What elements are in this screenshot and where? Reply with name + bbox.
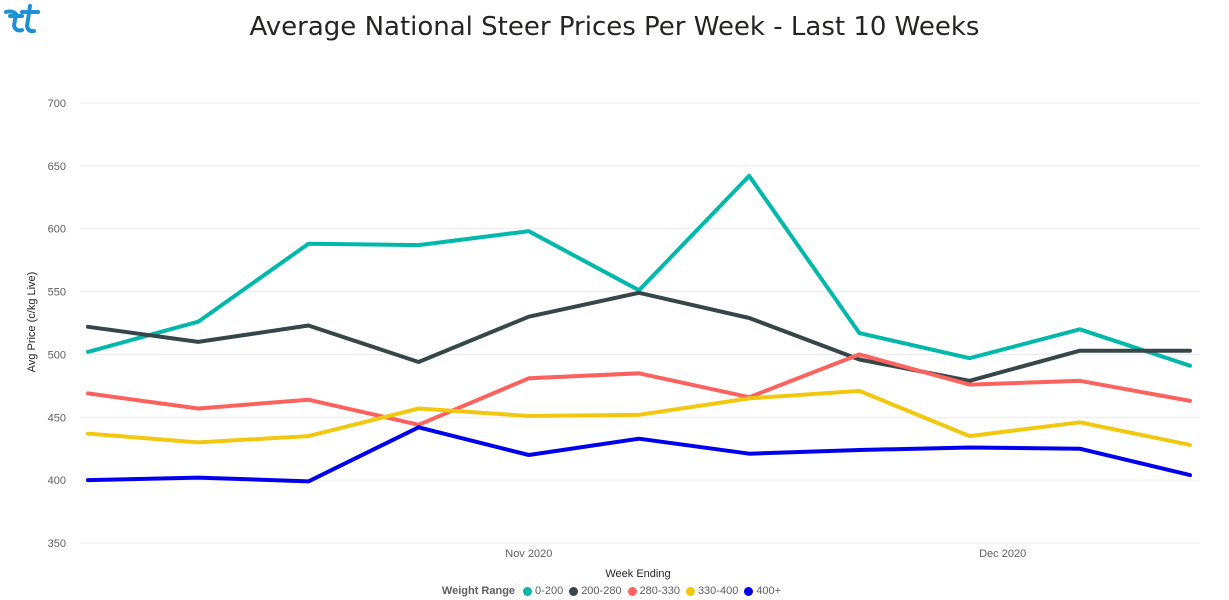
y-tick-label: 600 <box>48 224 66 236</box>
legend-title: Weight Range <box>441 585 516 597</box>
legend-item[interactable]: 0-200 <box>523 585 563 597</box>
y-tick-label: 650 <box>48 161 66 173</box>
series-lines <box>86 173 1192 484</box>
x-axis-ticks: Nov 2020 Dec 2020 <box>505 548 1026 560</box>
x-tick-label: Dec 2020 <box>979 548 1026 560</box>
legend-marker-icon <box>627 586 637 596</box>
legend-items: 0-200 200-280 280-330 330-400 400+ <box>523 585 787 597</box>
y-tick-label: 400 <box>48 475 66 487</box>
y-axis-ticks: 350 400 450 500 550 600 650 700 <box>48 98 66 550</box>
chart-title: Average National Steer Prices Per Week -… <box>249 12 980 42</box>
y-tick-label: 550 <box>48 287 66 299</box>
gridlines <box>80 102 1200 544</box>
legend-label: 330-400 <box>697 585 739 597</box>
series-line-400+ <box>86 425 1192 484</box>
legend-item[interactable]: 280-330 <box>627 585 680 597</box>
legend: Weight Range 0-200 200-280 280-330 330-400 4… <box>0 585 1229 597</box>
y-tick-label: 500 <box>48 349 66 361</box>
legend-marker-icon <box>744 586 754 596</box>
legend-label: 400+ <box>756 585 782 597</box>
legend-label: 200-280 <box>581 585 622 597</box>
legend-marker-icon <box>523 586 533 596</box>
y-axis-title: Avg Price (c/kg Live) <box>26 272 38 373</box>
legend-item[interactable]: 200-280 <box>569 585 622 597</box>
x-axis-title: Week Ending <box>605 568 670 580</box>
legend-item[interactable]: 400+ <box>744 585 781 597</box>
y-tick-label: 450 <box>48 412 66 424</box>
series-line-200-280 <box>86 290 1192 383</box>
legend-item[interactable]: 330-400 <box>685 585 739 597</box>
y-tick-label: 350 <box>48 538 66 550</box>
brand-logo-icon <box>4 4 40 34</box>
series-line-330-400 <box>86 388 1192 447</box>
legend-label: 0-200 <box>535 585 564 597</box>
legend-marker-icon <box>569 586 579 596</box>
legend-marker-icon <box>685 586 695 596</box>
x-tick-label: Nov 2020 <box>505 548 552 560</box>
series-line-280-330 <box>86 352 1192 427</box>
legend-label: 280-330 <box>639 585 680 597</box>
series-line-0-200 <box>86 173 1192 368</box>
y-tick-label: 700 <box>48 98 66 110</box>
